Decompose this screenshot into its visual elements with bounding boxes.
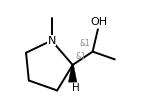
Text: &1: &1 [75,52,86,61]
Text: &1: &1 [79,39,90,48]
Text: OH: OH [91,17,108,27]
Text: N: N [47,36,56,46]
Polygon shape [68,65,77,82]
Text: H: H [72,83,79,93]
